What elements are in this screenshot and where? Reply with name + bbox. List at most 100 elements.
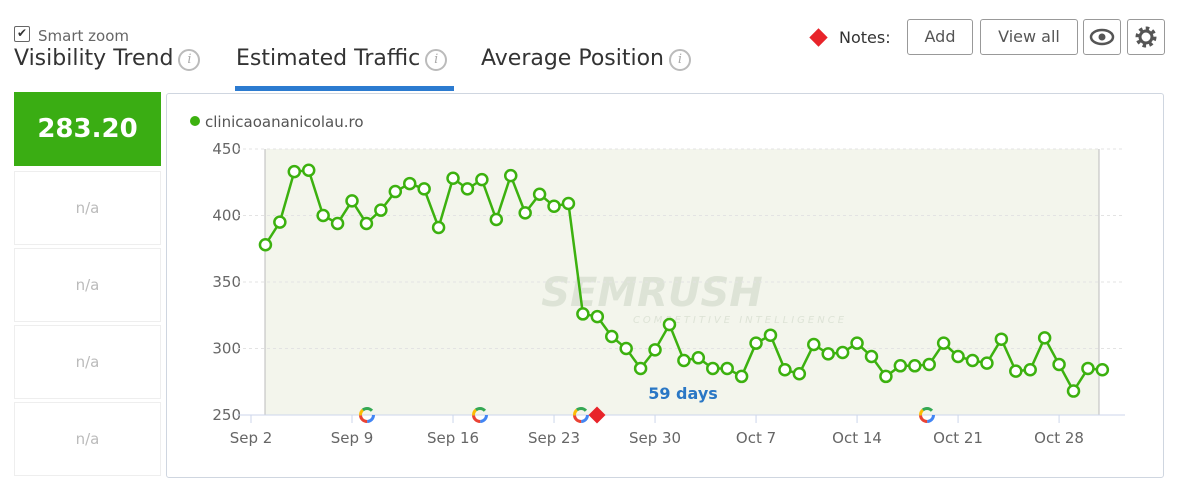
x-tick-label: Oct 7 [736, 429, 776, 447]
data-point [301, 163, 316, 178]
x-tick-label: Oct 21 [933, 429, 983, 447]
data-point [677, 353, 691, 368]
data-point [1081, 361, 1095, 376]
x-tick-label: Sep 30 [629, 429, 681, 447]
data-point [1095, 363, 1110, 377]
tab[interactable]: Visibility Trend i [14, 46, 201, 71]
metric-tile: n/a [14, 171, 161, 245]
checkbox[interactable]: ✔ [14, 26, 30, 42]
data-point [893, 359, 908, 373]
google-icon-ring [472, 407, 488, 423]
data-point [951, 349, 965, 364]
data-point [850, 336, 864, 350]
google-icon-ring [919, 407, 935, 423]
data-point [662, 317, 677, 332]
data-point [778, 363, 792, 377]
data-point [460, 182, 475, 196]
y-tick-label: 300 [212, 340, 241, 358]
add-button[interactable]: Add [907, 19, 973, 55]
data-point [547, 199, 561, 213]
data-point [316, 208, 330, 223]
data-point [720, 361, 734, 376]
data-point [1052, 357, 1066, 372]
data-point [706, 361, 720, 376]
metric-tile: n/a [14, 402, 161, 476]
x-tick-label: Sep 16 [427, 429, 479, 447]
data-point [1037, 331, 1052, 345]
data-point [431, 220, 446, 235]
data-point [807, 337, 821, 352]
google-icon-ring [573, 407, 589, 423]
data-point [417, 182, 431, 196]
google-icon-ring [573, 407, 589, 423]
x-tick-label: Oct 14 [832, 429, 882, 447]
data-point [835, 345, 850, 360]
google-icon-ring [472, 407, 488, 423]
data-point [258, 238, 273, 252]
data-point [864, 349, 879, 364]
google-update-icon [472, 407, 488, 423]
eye-button[interactable] [1083, 19, 1121, 55]
data-point [330, 216, 345, 231]
data-point [287, 164, 302, 179]
metric-value: 283.20 [14, 92, 161, 166]
data-point [475, 172, 489, 187]
data-point [821, 347, 835, 361]
data-point [605, 329, 619, 344]
watermark-brand: SEMRUSH [541, 270, 763, 316]
info-icon[interactable]: i [669, 49, 691, 71]
data-point [503, 168, 518, 183]
data-point [763, 328, 778, 342]
data-point [374, 203, 388, 217]
google-icon-ring [919, 407, 935, 423]
google-icon-ring [919, 407, 935, 423]
legend-label: clinicaoananicolau.ro [205, 113, 364, 131]
data-point [1009, 364, 1023, 378]
google-icon-ring [359, 407, 375, 423]
x-tick-label: Sep 2 [230, 429, 273, 447]
data-point [792, 367, 807, 381]
smart-zoom-label: Smart zoom [38, 27, 129, 45]
view-all-button[interactable]: View all [980, 19, 1078, 55]
google-icon-ring [472, 407, 488, 423]
gear-icon [1135, 26, 1157, 48]
data-point [402, 176, 417, 191]
google-icon-ring [359, 407, 375, 423]
google-update-icon [919, 407, 935, 423]
data-point [1066, 384, 1081, 398]
data-point [388, 184, 403, 199]
data-point [965, 353, 980, 368]
metric-tile: n/a [14, 325, 161, 399]
watermark-tagline: COMPETITIVE INTELLIGENCE [633, 315, 847, 326]
google-icon-ring [573, 407, 589, 423]
y-tick-label: 250 [212, 406, 241, 424]
settings-button[interactable] [1127, 19, 1165, 55]
data-point [359, 216, 374, 231]
data-point [734, 369, 749, 384]
x-tick-label: Sep 9 [331, 429, 374, 447]
info-icon[interactable]: i [425, 49, 448, 71]
data-point [936, 336, 951, 350]
data-point [576, 307, 590, 321]
data-point [590, 309, 605, 324]
data-point [879, 369, 893, 384]
data-point [633, 361, 648, 376]
info-icon[interactable]: i [178, 49, 201, 71]
data-point [446, 171, 460, 186]
google-update-icon [359, 407, 375, 423]
data-point [273, 215, 287, 229]
x-tick-label: Oct 28 [1034, 429, 1084, 447]
chart-panel [166, 93, 1164, 478]
y-tick-label: 450 [212, 140, 241, 158]
metric-tile: n/a [14, 248, 161, 322]
x-tick-label: Sep 23 [528, 429, 580, 447]
y-tick-label: 350 [212, 273, 241, 291]
data-point [994, 332, 1009, 346]
data-point [561, 196, 576, 211]
tab-active[interactable]: Estimated Traffic i [236, 46, 448, 71]
data-point [532, 187, 547, 201]
notes-label: Notes: [839, 28, 891, 47]
tab[interactable]: Average Position i [481, 46, 691, 71]
data-point [691, 351, 706, 365]
